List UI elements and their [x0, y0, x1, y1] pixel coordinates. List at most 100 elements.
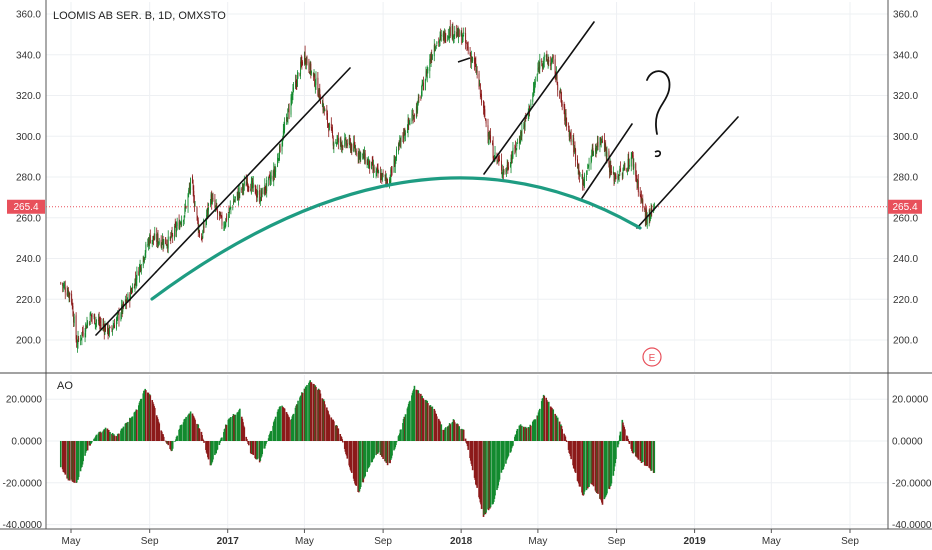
candle-body	[174, 224, 176, 227]
candle-body	[489, 136, 491, 141]
ao-bar	[216, 441, 219, 450]
candle-body	[176, 222, 178, 227]
time-tick-label: 2018	[450, 536, 473, 547]
ao-bar	[521, 425, 523, 441]
candle-body	[573, 147, 575, 151]
candle-body	[560, 90, 562, 98]
ao-bar	[359, 441, 362, 487]
candle-body	[534, 85, 536, 90]
candle-body	[433, 45, 435, 57]
candle-body	[603, 139, 605, 151]
ao-bar	[565, 441, 568, 442]
candle-body	[378, 171, 380, 174]
candle-body	[85, 325, 87, 329]
ao-bar	[395, 441, 397, 446]
candle-body	[295, 80, 297, 84]
candle-body	[565, 112, 567, 121]
candle-body	[534, 81, 536, 85]
candle-body	[179, 222, 181, 230]
candle-body	[376, 167, 378, 170]
candle-body	[612, 171, 614, 174]
ao-bar	[646, 441, 649, 467]
candle-body	[591, 156, 593, 161]
candle-body	[546, 53, 548, 61]
ao-bar	[444, 427, 447, 441]
candle-body	[67, 292, 69, 296]
candle-body	[167, 244, 169, 248]
candle-body	[463, 32, 465, 35]
candle-body	[305, 58, 307, 66]
candle-body	[234, 196, 236, 199]
candle-body	[592, 147, 594, 155]
ao-bar	[588, 441, 590, 487]
ao-bar	[628, 441, 631, 444]
candle-body	[133, 286, 135, 289]
candle-body	[547, 59, 548, 63]
ao-bar	[341, 439, 343, 441]
earnings-marker-icon[interactable]	[642, 347, 662, 367]
candle-body	[131, 286, 133, 293]
candle-body	[301, 61, 303, 63]
candle-body	[286, 118, 288, 122]
candle-body	[223, 227, 225, 228]
ao-bar	[274, 416, 277, 441]
candle-body	[170, 231, 172, 237]
candle-body	[135, 278, 137, 280]
candle-body	[524, 116, 526, 127]
candle-body	[196, 207, 198, 215]
ao-bar	[516, 428, 519, 441]
candle-body	[163, 239, 165, 248]
candle-body	[300, 61, 302, 64]
candle-body	[502, 169, 504, 174]
candle-body	[426, 69, 428, 78]
candle-body	[644, 208, 646, 220]
candle-body	[348, 138, 350, 145]
candle-body	[581, 176, 583, 178]
candle-body	[483, 100, 484, 108]
candle-body	[126, 300, 128, 302]
candle-body	[579, 171, 580, 176]
candle-body	[434, 47, 436, 49]
candle-body	[274, 170, 276, 176]
candle-body	[308, 61, 310, 71]
candle-body	[94, 323, 96, 325]
candle-body	[335, 143, 337, 144]
ao-tick-right: -40.0000	[892, 520, 932, 531]
candle-body	[366, 160, 368, 165]
candle-body	[264, 184, 266, 196]
candle-body	[396, 149, 397, 158]
candle-body	[190, 178, 192, 191]
candle-body	[359, 151, 361, 160]
price-tick-left: 320.0	[16, 91, 41, 102]
candle-body	[273, 169, 275, 181]
ao-bar	[570, 441, 572, 460]
candle-body	[532, 93, 534, 102]
candle-body	[139, 264, 141, 268]
candle-body	[282, 139, 284, 142]
candle-body	[551, 58, 553, 63]
candle-body	[582, 180, 584, 183]
candle-body	[483, 107, 485, 111]
ao-bar	[306, 384, 308, 441]
candle-body	[242, 185, 244, 190]
candle-body	[209, 203, 211, 205]
candle-body	[408, 118, 410, 124]
candle-body	[202, 231, 204, 239]
candle-body	[62, 283, 64, 286]
candle-body	[355, 150, 357, 155]
candle-body	[98, 318, 100, 324]
candle-body	[636, 178, 638, 184]
ao-bar	[201, 438, 204, 441]
ao-bar	[167, 441, 170, 446]
price-tick-right: 320.0	[893, 91, 918, 102]
candle-body	[184, 206, 186, 214]
candle-body	[243, 186, 245, 189]
candle-body	[224, 224, 226, 228]
candle-body	[218, 211, 220, 215]
candle-body	[228, 212, 230, 213]
candle-body	[373, 166, 374, 171]
candle-body	[72, 305, 74, 316]
candle-body	[506, 170, 507, 172]
candle-body	[238, 192, 240, 194]
candle-body	[350, 145, 352, 152]
